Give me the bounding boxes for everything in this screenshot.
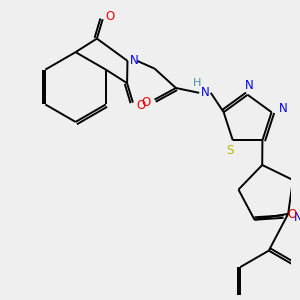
Text: N: N	[201, 86, 209, 99]
Text: O: O	[106, 10, 115, 23]
Text: S: S	[226, 143, 234, 157]
Text: O: O	[141, 96, 151, 109]
Text: N: N	[130, 54, 139, 68]
Text: H: H	[193, 78, 201, 88]
Text: N: N	[245, 79, 254, 92]
Text: O: O	[288, 208, 297, 221]
Text: N: N	[293, 211, 300, 224]
Text: N: N	[279, 102, 288, 115]
Text: O: O	[136, 99, 145, 112]
